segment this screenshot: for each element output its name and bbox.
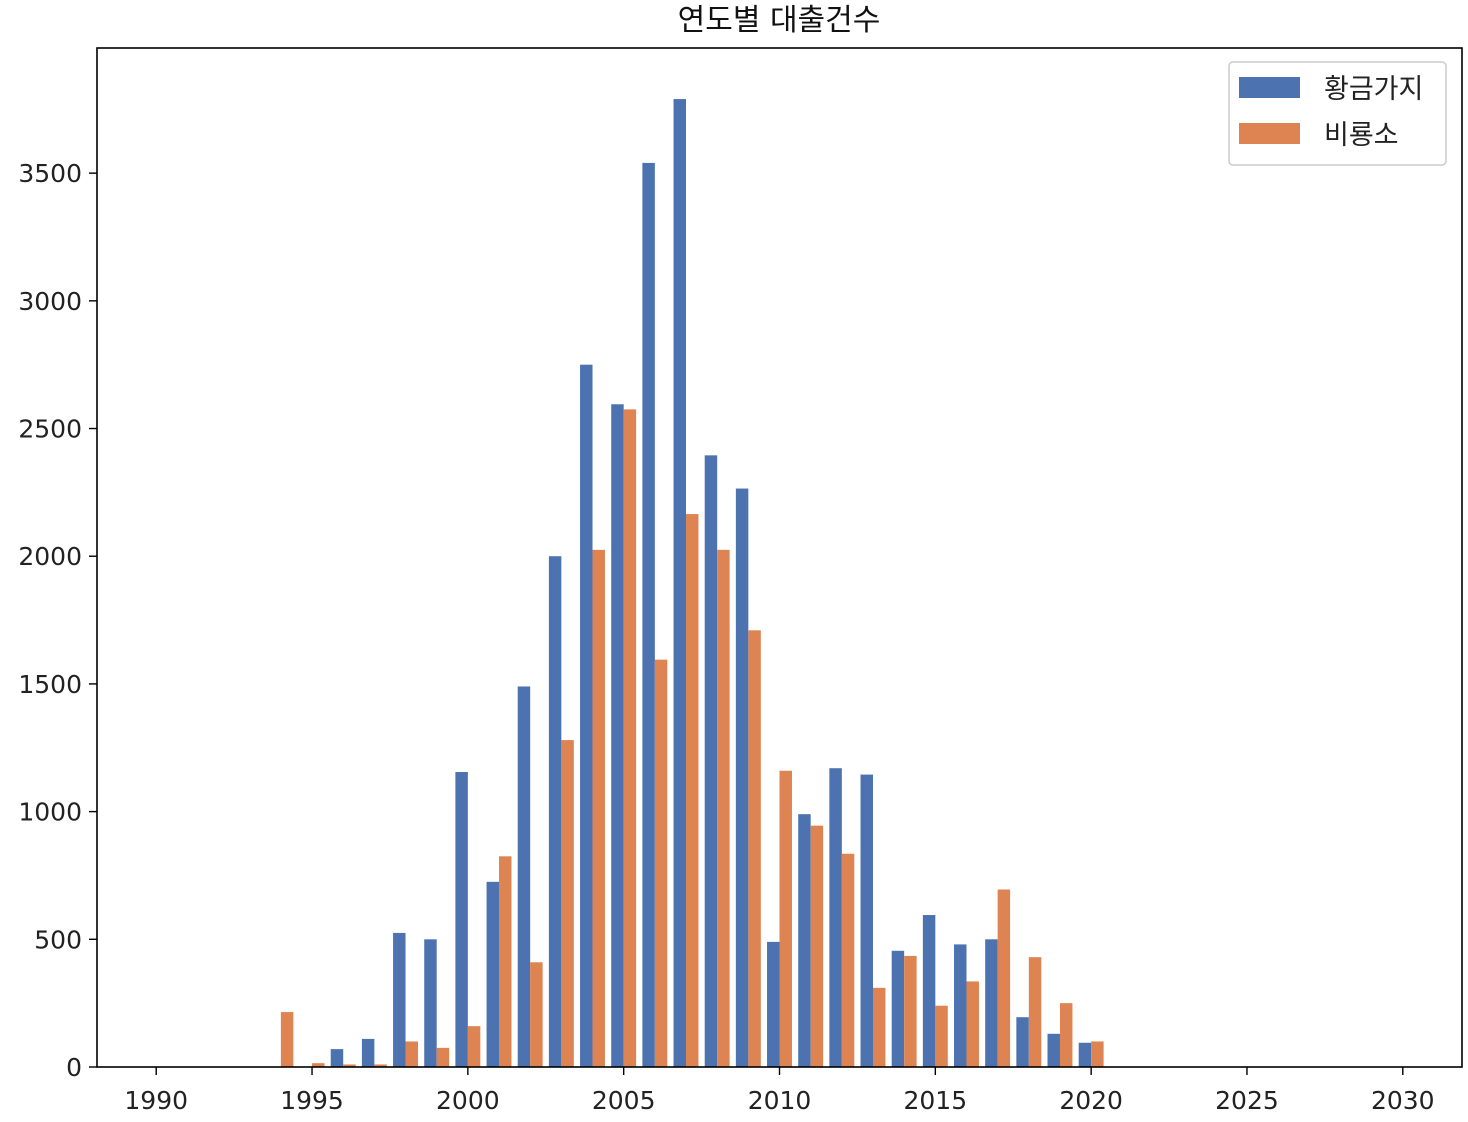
bar-series-2-2010 [779, 770, 792, 1067]
bar-series-2-1995 [312, 1063, 325, 1067]
x-tick-label-2030: 2030 [1371, 1086, 1435, 1115]
bar-series-2-1998 [405, 1041, 418, 1067]
x-tick-label-2025: 2025 [1215, 1086, 1279, 1115]
bar-series-2-2020 [1091, 1041, 1104, 1067]
bar-series-1-2002 [517, 686, 531, 1067]
y-tick-label-3000: 3000 [18, 287, 82, 316]
bar-series-2-2000 [467, 1026, 481, 1067]
bar-series-1-2010 [767, 941, 780, 1067]
bar-series-1-1997 [361, 1038, 375, 1067]
y-tick-label-1500: 1500 [18, 670, 82, 699]
bar-series-2-1996 [343, 1064, 356, 1067]
bar-series-1-2003 [548, 556, 562, 1067]
bar-series-1-2004 [580, 364, 593, 1067]
chart-title: 연도별 대출건수 [678, 3, 881, 38]
bar-series-2-2016 [966, 981, 979, 1067]
bar-series-1-2019 [1047, 1033, 1060, 1067]
x-tick-label-2000: 2000 [436, 1086, 500, 1115]
bar-series-2-2009 [748, 630, 761, 1067]
y-tick-label-0: 0 [66, 1053, 82, 1082]
bar-series-1-2009 [735, 488, 749, 1067]
bar-series-2-2019 [1059, 1003, 1073, 1067]
bar-series-1-2007 [673, 99, 687, 1067]
bar-series-2-2014 [904, 955, 917, 1067]
bar-series-2-2007 [686, 514, 699, 1067]
bar-series-1-2008 [704, 455, 718, 1068]
bar-series-1-2012 [829, 768, 842, 1067]
y-tick-label-2500: 2500 [18, 415, 82, 444]
bar-series-1-2020 [1078, 1042, 1092, 1067]
bar-series-2-2017 [997, 889, 1011, 1067]
bar-series-2-2011 [810, 825, 824, 1067]
bar-series-2-2012 [841, 853, 855, 1067]
bar-series-1-2000 [455, 772, 468, 1067]
bar-series-1-2016 [954, 944, 967, 1067]
bar-series-1-2018 [1016, 1017, 1029, 1067]
y-tick-label-2000: 2000 [18, 542, 82, 571]
y-tick-label-3500: 3500 [18, 159, 82, 188]
legend-label-1: 황금가지 [1324, 74, 1423, 105]
x-tick-label-1995: 1995 [280, 1086, 344, 1115]
legend-swatch-2 [1239, 123, 1300, 144]
bar-series-1-1998 [393, 932, 406, 1067]
bar-series-2-1997 [374, 1064, 387, 1067]
x-tick-label-2015: 2015 [904, 1086, 968, 1115]
x-tick-label-2005: 2005 [592, 1086, 656, 1115]
x-tick-label-2010: 2010 [748, 1086, 812, 1115]
bar-series-1-2001 [486, 881, 500, 1067]
bar-series-1-2014 [891, 950, 905, 1067]
bar-series-1-2013 [860, 774, 873, 1067]
bar-series-1-2006 [642, 162, 655, 1068]
bar-series-2-2003 [561, 740, 574, 1067]
bar-series-2-2005 [623, 409, 637, 1067]
axes-layer: 1990 1995 2000 2005 2010 2015 2020 2025 2030 0 500… [18, 47, 1463, 1115]
bar-series-2-2015 [935, 1005, 948, 1067]
bar-series-1-2015 [922, 915, 936, 1067]
bar-series-2-2001 [499, 856, 512, 1067]
bar-series-1-2005 [611, 404, 624, 1067]
bar-series-2-1999 [436, 1047, 450, 1067]
bar-series-1-2011 [798, 814, 811, 1067]
bar-series-2-2002 [530, 962, 543, 1067]
legend-swatch-1 [1239, 77, 1300, 98]
bar-series-2-2018 [1028, 957, 1042, 1067]
bar-series-1-2017 [985, 939, 998, 1067]
bar-series-2-2008 [717, 549, 730, 1067]
y-tick-label-500: 500 [34, 925, 82, 954]
y-tick-label-1000: 1000 [18, 798, 82, 827]
bar-series-1-1999 [424, 939, 437, 1067]
legend-label-2: 비룡소 [1324, 120, 1399, 151]
bar-series-2-1994 [280, 1012, 294, 1067]
bar-series-2-2006 [654, 659, 668, 1067]
bars-layer [280, 99, 1104, 1068]
x-tick-label-1990: 1990 [124, 1086, 188, 1115]
x-tick-label-2020: 2020 [1059, 1086, 1123, 1115]
bar-series-2-2013 [872, 987, 886, 1067]
bar-series-1-1996 [330, 1049, 344, 1067]
bar-series-2-2004 [592, 549, 605, 1067]
